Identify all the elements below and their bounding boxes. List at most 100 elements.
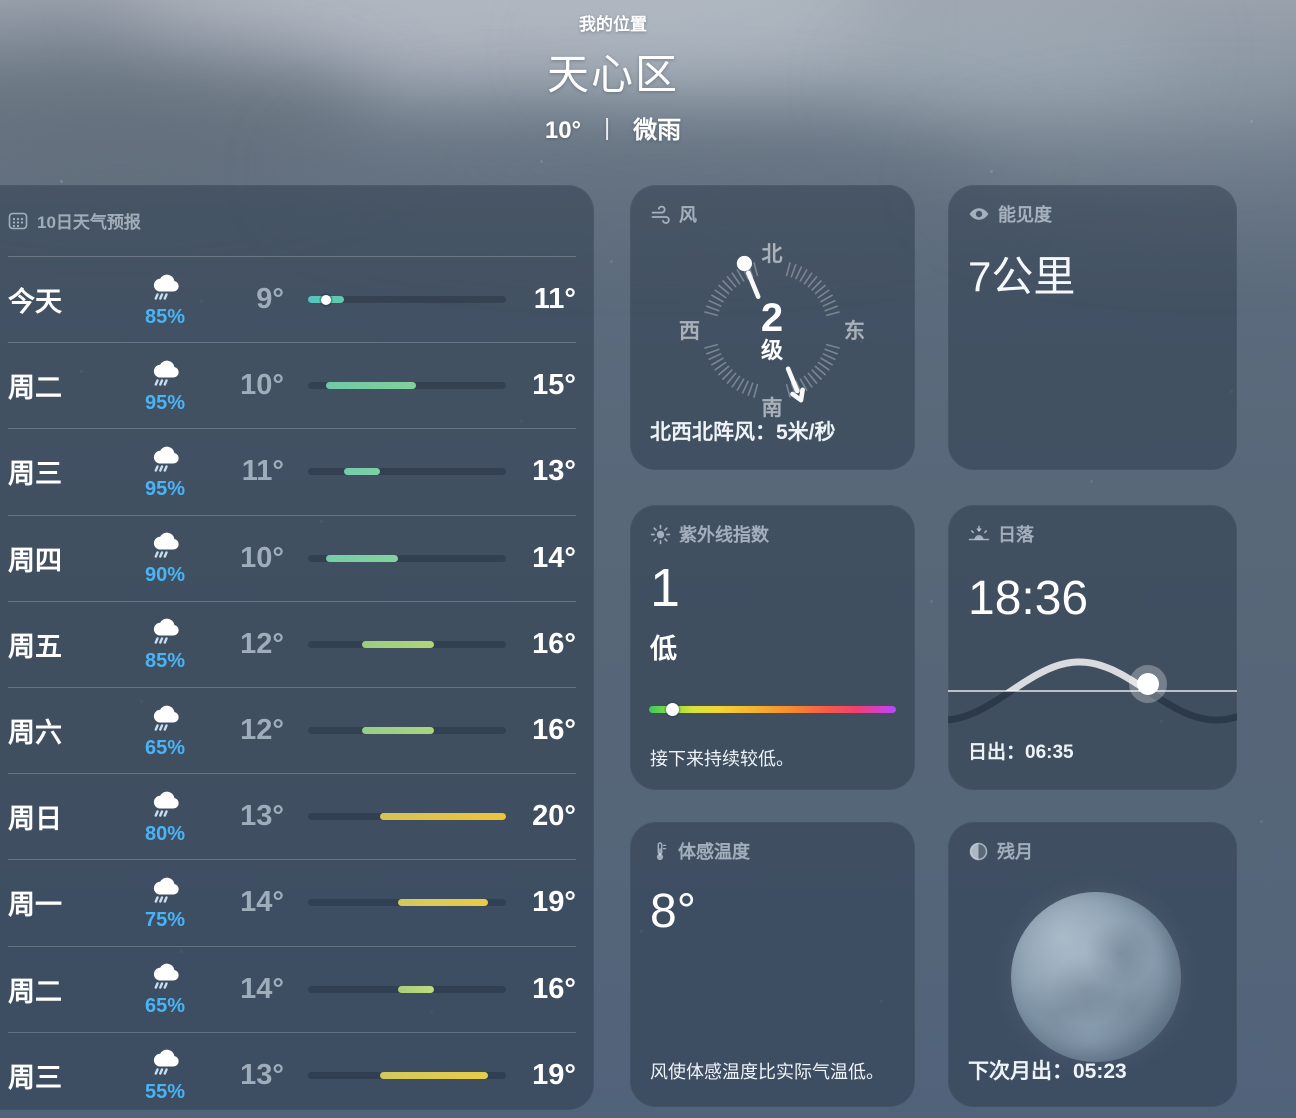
day-label: 周五: [8, 631, 62, 662]
low-temp: 12°: [240, 714, 284, 747]
forecast-day-row[interactable]: 周二 65% 14° 16°: [8, 945, 576, 1032]
low-temp: 10°: [240, 541, 284, 574]
visibility-card-header: 能见度: [968, 201, 1052, 227]
low-temp: 14°: [240, 972, 284, 1005]
temp-range-track: [308, 899, 506, 907]
wind-direction-arrow: [746, 270, 805, 403]
rain-cloud-icon: [153, 360, 179, 386]
sun-path-graph: [948, 658, 1237, 724]
forecast-day-row[interactable]: 今天 85% 9° 11°: [8, 257, 576, 342]
forecast-day-row[interactable]: 周六 65% 12° 16°: [8, 686, 576, 773]
low-temp: 11°: [241, 455, 284, 488]
temp-range-bar: [344, 468, 380, 476]
temp-range-bar: [362, 727, 434, 735]
eye-icon: [969, 208, 989, 220]
high-temp: 19°: [532, 886, 576, 919]
uv-index-card[interactable]: 紫外线指数 1 低 接下来持续较低。: [630, 505, 915, 790]
feels-like-caption: 风使体感温度比实际气温低。: [650, 1061, 884, 1082]
precip-probability: 95%: [144, 391, 186, 414]
cloud-blob: [860, 30, 1296, 140]
wind-speed-center: 2 级: [761, 298, 783, 362]
condition-cell: 95%: [120, 443, 210, 501]
day-label: 周日: [8, 804, 62, 835]
uv-caption: 接下来持续较低。: [650, 749, 794, 769]
forecast-day-row[interactable]: 周三 95% 11° 13°: [8, 428, 576, 514]
condition-cell: 85%: [120, 271, 210, 329]
wind-level-unit: 级: [760, 338, 783, 363]
wind-card-header: 风: [650, 201, 697, 227]
rain-cloud-icon: [153, 705, 179, 731]
feels-like-card-header: 体感温度: [650, 838, 750, 864]
moon-card[interactable]: 残月 下次月出：05:23: [948, 822, 1237, 1107]
high-temp: 14°: [532, 541, 576, 574]
feels-like-card[interactable]: 体感温度 8° 风使体感温度比实际气温低。: [630, 822, 915, 1107]
moon-card-header: 残月: [968, 838, 1033, 864]
day-label: 周二: [8, 373, 62, 404]
uv-card-title: 紫外线指数: [679, 525, 769, 545]
day-label: 周三: [8, 459, 62, 490]
my-location-label: 我的位置: [579, 15, 647, 34]
compass-north: 北: [761, 243, 783, 266]
temp-range-track: [308, 294, 506, 305]
feels-like-card-title: 体感温度: [678, 842, 750, 862]
forecast-day-row[interactable]: 周二 95% 10° 15°: [8, 342, 576, 428]
high-temp: 16°: [532, 714, 576, 747]
precip-probability: 75%: [144, 908, 186, 931]
forecast-header: 10日天气预报: [8, 185, 576, 257]
high-temp: 15°: [532, 369, 576, 402]
wind-caption: 北西北阵风：5米/秒: [650, 421, 836, 444]
wind-icon: [651, 205, 670, 224]
temp-range-bar: [362, 640, 434, 648]
temp-range-bar: [326, 554, 398, 562]
low-temp: 12°: [240, 627, 284, 660]
precip-probability: 95%: [144, 477, 186, 500]
temp-range-track: [308, 985, 506, 993]
uv-scale-bar: [649, 703, 896, 716]
forecast-rows: 今天 85% 9° 11° 周二: [8, 257, 576, 1118]
wind-card-title: 风: [679, 205, 697, 225]
forecast-title: 10日天气预报: [37, 213, 141, 232]
feels-like-value: 8°: [650, 885, 696, 938]
condition-cell: 75%: [120, 874, 210, 932]
temp-range-track: [308, 554, 506, 562]
low-temp: 13°: [240, 800, 284, 833]
precip-probability: 65%: [144, 995, 186, 1018]
rain-cloud-icon: [153, 532, 179, 558]
visibility-value: 7公里: [968, 253, 1076, 300]
rain-cloud-icon: [153, 877, 179, 903]
precip-probability: 90%: [144, 564, 186, 587]
day-label: 今天: [8, 287, 62, 318]
rain-cloud-icon: [153, 963, 179, 989]
forecast-day-row[interactable]: 周一 75% 14° 19°: [8, 859, 576, 945]
sunset-icon: [968, 525, 990, 541]
compass-east: 东: [844, 320, 865, 343]
condition-cell: 80%: [120, 788, 210, 846]
compass-south: 南: [761, 397, 783, 420]
forecast-day-row[interactable]: 周四 90% 10° 14°: [8, 514, 576, 601]
day-label: 周四: [8, 545, 62, 576]
rain-cloud-icon: [153, 791, 179, 817]
precip-probability: 55%: [144, 1081, 186, 1104]
temp-range-track: [308, 727, 506, 735]
high-temp: 13°: [532, 455, 576, 488]
forecast-day-row[interactable]: 周三 55% 13° 19°: [8, 1031, 576, 1118]
visibility-card-title: 能见度: [998, 205, 1052, 225]
condition-cell: 65%: [120, 702, 210, 760]
calendar-icon: [8, 212, 28, 229]
uv-value: 1: [650, 558, 681, 618]
ten-day-forecast-card: 10日天气预报 今天 85% 9° 11° 周二: [0, 185, 594, 1110]
forecast-day-row[interactable]: 周日 80% 13° 20°: [8, 773, 576, 859]
visibility-card[interactable]: 能见度 7公里: [948, 185, 1237, 470]
uv-card-header: 紫外线指数: [650, 521, 769, 547]
current-condition: 微雨: [633, 117, 682, 144]
moon-phase-icon: [969, 842, 988, 860]
wind-card[interactable]: 风 北 南 西 东 2 级 北西北阵风：5米/秒: [630, 185, 915, 470]
high-temp: 16°: [532, 627, 576, 660]
condition-cell: 65%: [120, 960, 210, 1018]
precip-probability: 85%: [144, 650, 186, 673]
wind-arrow-tail-dot: [736, 255, 752, 272]
precip-probability: 65%: [144, 736, 186, 759]
forecast-day-row[interactable]: 周五 85% 12° 16°: [8, 600, 576, 687]
sunset-card-title: 日落: [998, 525, 1034, 545]
sunset-card[interactable]: 日落 18:36 日出：06:35: [948, 505, 1237, 790]
